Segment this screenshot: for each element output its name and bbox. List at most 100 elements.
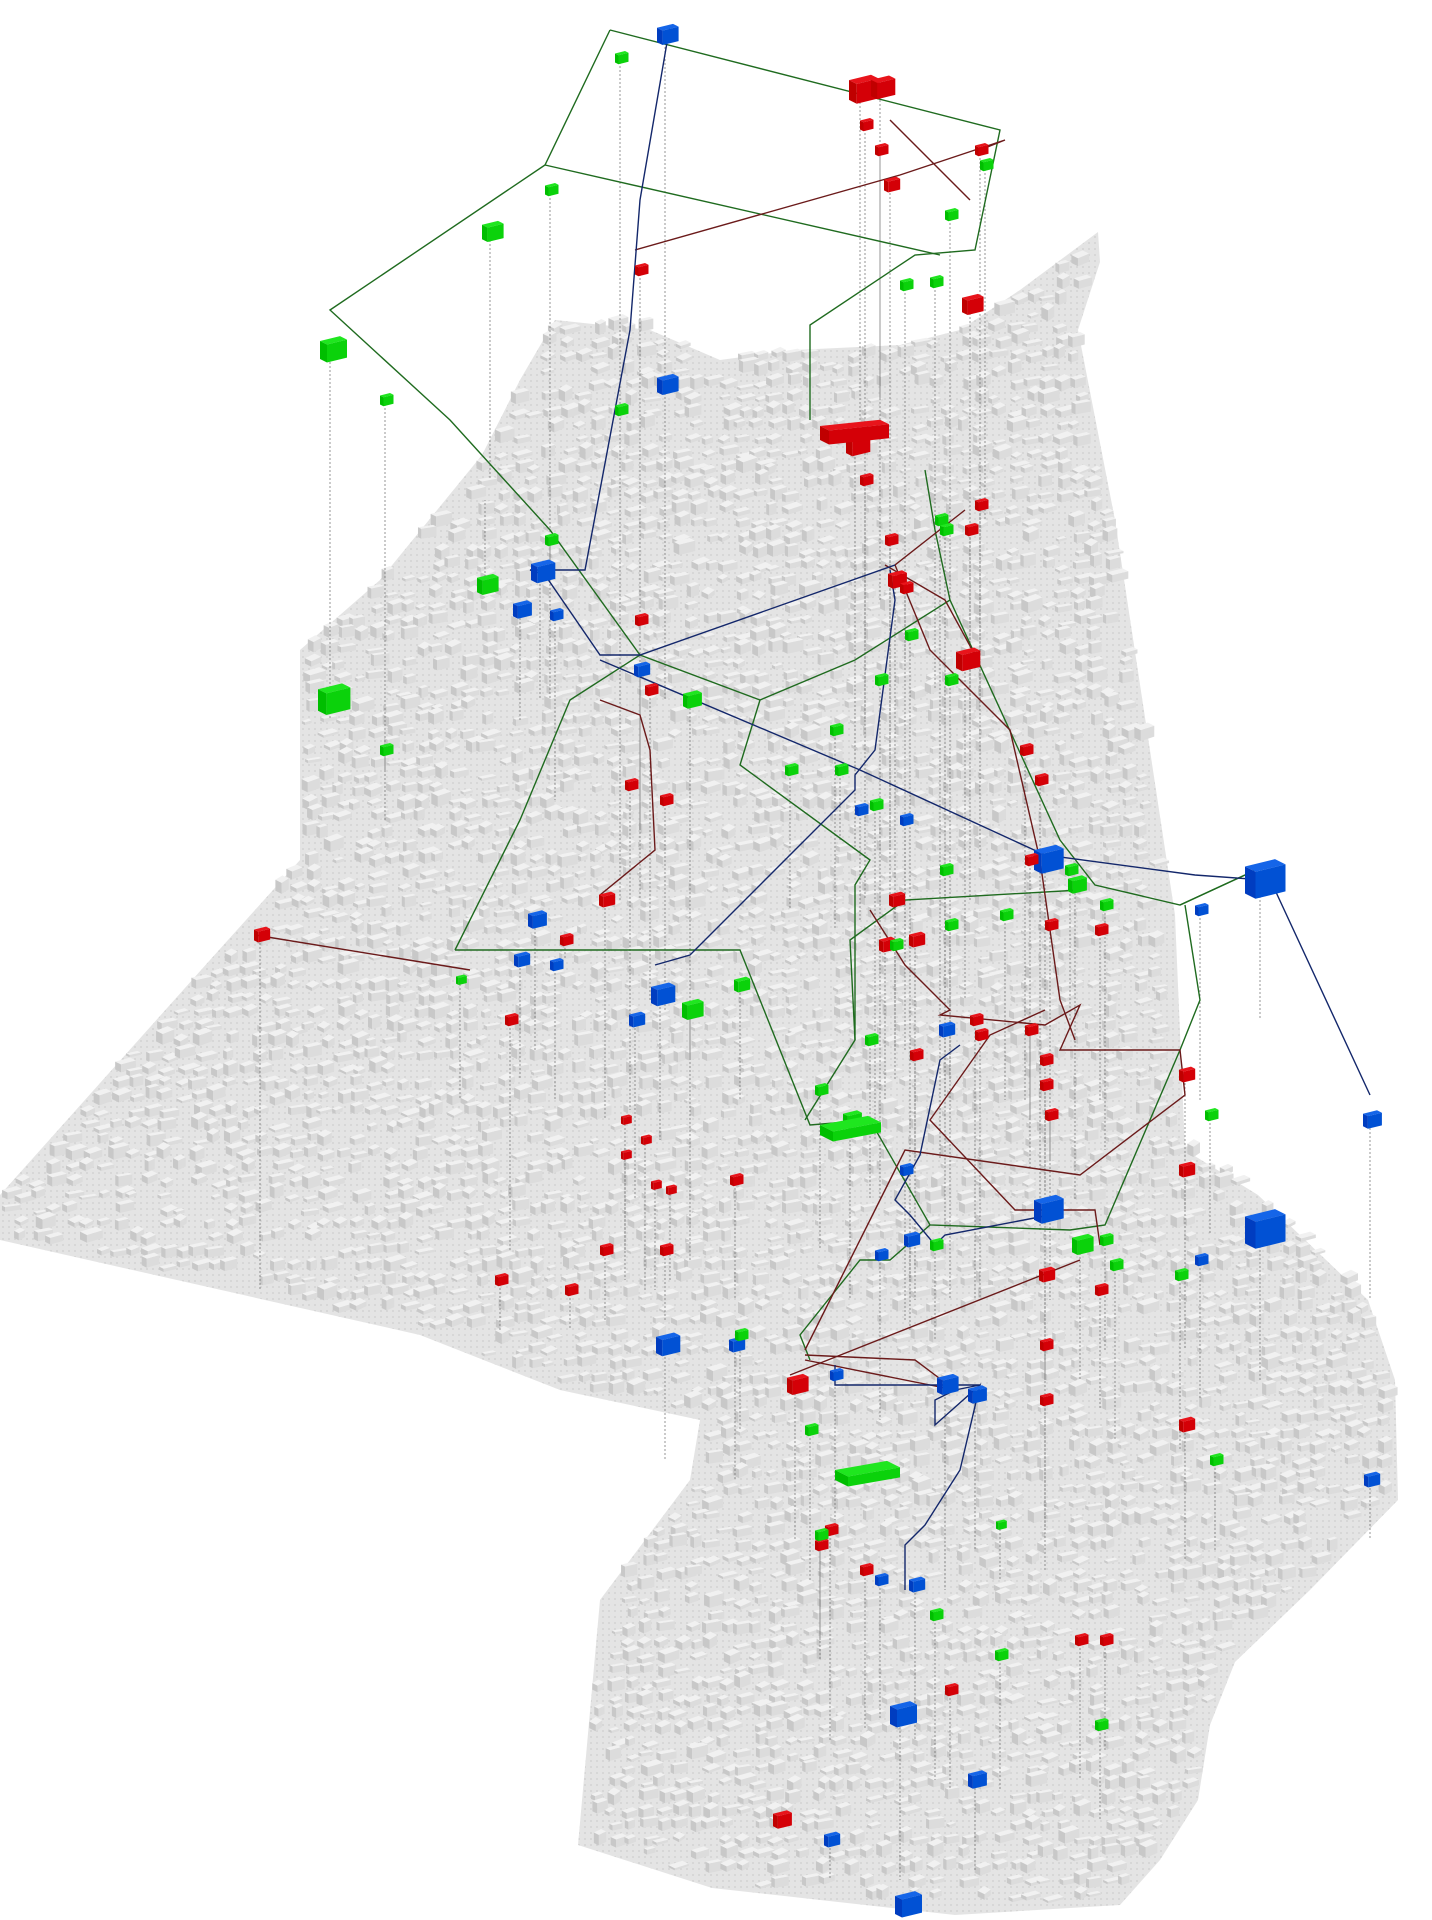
building-block <box>558 384 573 403</box>
building-block <box>1182 1729 1195 1744</box>
red-network-node <box>1040 1338 1054 1352</box>
green-network-node <box>1068 875 1087 894</box>
building-block <box>802 455 819 475</box>
building-block <box>690 516 705 527</box>
building-block <box>734 1407 749 1424</box>
building-block <box>881 459 897 474</box>
building-block <box>674 455 694 471</box>
building-block <box>1134 1647 1145 1664</box>
building-block <box>397 1029 407 1043</box>
building-block <box>268 1046 284 1061</box>
building-block <box>1073 274 1093 289</box>
building-block <box>1053 342 1066 360</box>
building-block <box>851 489 872 503</box>
building-block <box>942 462 954 475</box>
blue-network-node <box>939 1021 956 1038</box>
building-block <box>514 1113 528 1127</box>
building-block <box>144 1156 155 1172</box>
building-block <box>817 651 835 666</box>
building-block <box>482 527 497 541</box>
red-network-node <box>889 891 906 908</box>
building-block <box>656 348 670 358</box>
red-network-node <box>645 683 659 697</box>
building-block <box>547 416 565 433</box>
building-block <box>1102 516 1116 529</box>
blue-network-node <box>657 23 679 45</box>
building-block <box>828 403 846 415</box>
building-block <box>1041 451 1056 462</box>
red-network-link <box>634 139 1006 251</box>
green-network-node <box>835 763 849 777</box>
building-block <box>641 396 662 403</box>
building-block <box>929 373 944 388</box>
building-block <box>688 1803 702 1818</box>
building-block <box>114 1216 129 1231</box>
green-network-node <box>456 974 467 985</box>
building-block <box>1101 1590 1113 1605</box>
building-block <box>893 1381 913 1397</box>
red-network-node <box>1025 853 1039 867</box>
building-block <box>675 352 693 364</box>
building-block <box>929 1326 945 1343</box>
building-block <box>847 1452 862 1468</box>
green-network-node <box>940 863 954 877</box>
building-block <box>1059 1463 1069 1477</box>
building-block <box>911 405 930 415</box>
green-network-node <box>1072 1233 1094 1255</box>
red-network-node <box>975 143 989 157</box>
building-block <box>524 475 538 486</box>
building-block <box>1100 823 1117 837</box>
building-block <box>1055 289 1067 305</box>
building-block <box>541 442 556 459</box>
building-block <box>735 517 751 528</box>
red-network-node <box>660 793 674 807</box>
building-block <box>684 1564 702 1576</box>
building-block <box>876 1158 894 1170</box>
building-block <box>780 807 793 823</box>
building-block <box>669 1532 688 1548</box>
building-block <box>1170 1580 1185 1594</box>
building-block <box>963 1075 975 1089</box>
green-network-node <box>318 683 351 715</box>
building-block <box>690 373 704 390</box>
building-block <box>1010 451 1022 460</box>
building-block <box>560 350 577 363</box>
building-block <box>1068 510 1086 528</box>
building-block <box>1102 1017 1116 1031</box>
building-block <box>705 1074 722 1089</box>
red-network-node <box>956 647 981 672</box>
building-block <box>863 375 875 387</box>
red-network-node <box>860 473 874 487</box>
building-block <box>591 1087 605 1104</box>
green-network-node <box>815 1083 829 1097</box>
green-network-node <box>615 403 629 417</box>
building-block <box>1025 351 1046 364</box>
green-network-node <box>545 183 559 197</box>
building-block <box>1022 518 1043 528</box>
red-network-node <box>871 75 896 100</box>
red-network-node <box>1040 1078 1054 1092</box>
building-block <box>1020 463 1034 474</box>
building-block <box>348 1159 362 1174</box>
building-block <box>259 1273 274 1286</box>
building-block <box>768 358 780 372</box>
building-block <box>766 501 777 516</box>
building-block <box>594 821 609 837</box>
building-block <box>400 624 419 640</box>
green-network-node <box>890 938 904 952</box>
building-block <box>1041 658 1053 671</box>
blue-network-node <box>875 1573 889 1587</box>
building-block <box>638 316 654 332</box>
building-block <box>782 348 802 363</box>
building-block <box>766 448 782 458</box>
building-block <box>1091 710 1103 726</box>
building-block <box>994 298 1016 317</box>
building-block <box>976 325 987 333</box>
building-block <box>701 435 714 446</box>
building-block <box>976 1267 990 1284</box>
building-block <box>1087 520 1102 532</box>
building-block <box>658 1127 677 1141</box>
building-block <box>803 474 818 489</box>
building-block <box>1068 332 1085 348</box>
